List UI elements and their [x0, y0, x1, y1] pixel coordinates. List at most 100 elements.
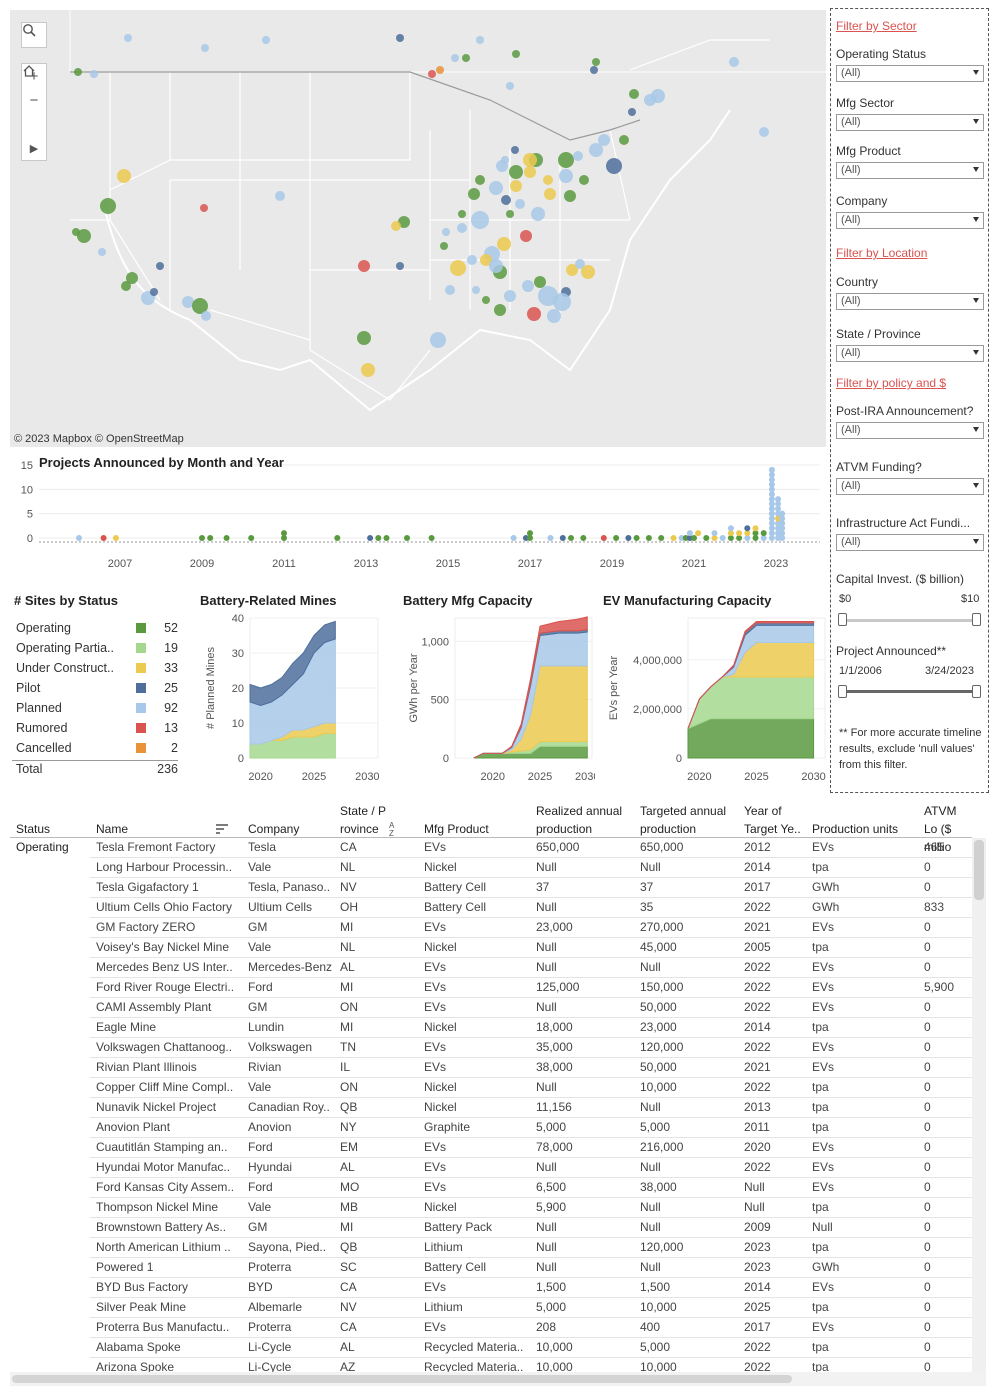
table-cell[interactable]: NL: [340, 860, 356, 874]
table-cell[interactable]: GM: [248, 1000, 268, 1014]
timeline-point[interactable]: [727, 530, 734, 537]
table-cell[interactable]: 6,500: [536, 1180, 567, 1194]
mfg-sector-select[interactable]: (All): [836, 114, 984, 131]
table-cell[interactable]: Null: [536, 1240, 557, 1254]
table-cell[interactable]: Recycled Materia..: [424, 1340, 524, 1354]
map-marker[interactable]: [598, 134, 610, 146]
table-cell[interactable]: 2013: [744, 1100, 771, 1114]
search-icon[interactable]: [22, 23, 46, 47]
map-marker[interactable]: [515, 199, 525, 209]
table-cell[interactable]: Copper Cliff Mine Compl..: [96, 1080, 234, 1094]
table-cell[interactable]: CA: [340, 1280, 357, 1294]
table-cell[interactable]: Li-Cycle: [248, 1340, 292, 1354]
table-cell[interactable]: Battery Cell: [424, 900, 487, 914]
mfg-product-select[interactable]: (All): [836, 162, 984, 179]
map-marker[interactable]: [182, 296, 194, 308]
table-cell[interactable]: 0: [924, 1120, 931, 1134]
table-cell[interactable]: Proterra Bus Manufactu..: [96, 1320, 230, 1334]
table-cell[interactable]: EVs: [424, 980, 447, 994]
col-header-status[interactable]: Status: [16, 822, 51, 836]
table-cell[interactable]: Lundin: [248, 1020, 285, 1034]
timeline-point[interactable]: [248, 535, 255, 541]
timeline-point[interactable]: [768, 530, 775, 537]
table-cell[interactable]: Sayona, Pied..: [248, 1240, 327, 1254]
timeline-point[interactable]: [775, 515, 782, 522]
map-marker[interactable]: [436, 66, 444, 74]
table-cell[interactable]: Tesla Fremont Factory: [96, 840, 216, 854]
timeline-point[interactable]: [775, 496, 782, 503]
map-marker[interactable]: [482, 296, 490, 304]
map-marker[interactable]: [200, 204, 208, 212]
table-cell[interactable]: 0: [924, 1060, 931, 1074]
table-cell[interactable]: GM: [248, 1220, 268, 1234]
timeline-point[interactable]: [527, 535, 533, 541]
table-cell[interactable]: Rivian Plant Illinois: [96, 1060, 197, 1074]
timeline-point[interactable]: [775, 520, 782, 527]
table-cell[interactable]: EVs: [424, 1140, 447, 1154]
map-marker[interactable]: [475, 175, 485, 185]
capital-slider-min-handle[interactable]: [838, 613, 847, 626]
table-cell[interactable]: IL: [340, 1060, 351, 1074]
status-row[interactable]: Operating 52: [12, 618, 178, 638]
table-cell[interactable]: AL: [340, 1340, 355, 1354]
table-cell[interactable]: Null: [536, 900, 557, 914]
table-cell[interactable]: 2022: [744, 1000, 771, 1014]
table-cell[interactable]: 400: [640, 1320, 661, 1334]
table-cell[interactable]: MO: [340, 1180, 360, 1194]
table-cell[interactable]: 2022: [744, 980, 771, 994]
timeline-point[interactable]: [522, 535, 529, 541]
table-cell[interactable]: 0: [924, 960, 931, 974]
timeline-point[interactable]: [768, 476, 775, 483]
map-marker[interactable]: [522, 280, 534, 292]
table-cell[interactable]: Recycled Materia..: [424, 1360, 524, 1372]
timeline-point[interactable]: [600, 535, 607, 541]
scroll-thumb[interactable]: [12, 1375, 792, 1383]
battery-mfg-plot[interactable]: 1,000 500 0 2020 2025 2030 GWh per Year: [403, 590, 600, 790]
table-cell[interactable]: 0: [924, 1100, 931, 1114]
map-marker[interactable]: [90, 70, 98, 78]
table-cell[interactable]: Null: [536, 1080, 557, 1094]
timeline-point[interactable]: [281, 535, 287, 541]
atvm-funding-select[interactable]: (All): [836, 478, 984, 495]
map-marker[interactable]: [606, 158, 622, 174]
table-cell[interactable]: 125,000: [536, 980, 580, 994]
map-marker[interactable]: [504, 290, 516, 302]
table-cell[interactable]: Graphite: [424, 1120, 471, 1134]
timeline-point[interactable]: [568, 535, 574, 541]
table-cell[interactable]: Null: [640, 1220, 661, 1234]
table-cell[interactable]: 216,000: [640, 1140, 684, 1154]
table-cell[interactable]: 10,000: [640, 1080, 677, 1094]
table-cell[interactable]: 1,500: [640, 1280, 671, 1294]
expand-toolbar-icon[interactable]: ▶: [29, 142, 39, 155]
table-cell[interactable]: 650,000: [640, 840, 684, 854]
map-marker[interactable]: [457, 223, 467, 233]
map-marker[interactable]: [520, 230, 532, 242]
table-cell[interactable]: NL: [340, 940, 356, 954]
post-ira-select[interactable]: (All): [836, 422, 984, 439]
map-marker[interactable]: [590, 66, 598, 74]
map-marker[interactable]: [506, 210, 514, 218]
map-marker[interactable]: [357, 331, 371, 345]
timeline-point[interactable]: [768, 491, 775, 498]
table-cell[interactable]: GWh: [812, 880, 840, 894]
project-map[interactable]: + − ▶ © 2023 Mapbox © OpenStreetMap: [10, 10, 826, 447]
map-marker[interactable]: [275, 191, 285, 201]
operating-status-select[interactable]: (All): [836, 65, 984, 82]
map-marker[interactable]: [511, 146, 519, 154]
map-marker[interactable]: [262, 36, 270, 44]
map-marker[interactable]: [74, 68, 82, 76]
table-cell[interactable]: Null: [536, 960, 557, 974]
table-cell[interactable]: 208: [536, 1320, 557, 1334]
table-cell[interactable]: 2023: [744, 1260, 771, 1274]
table-cell[interactable]: 37: [536, 880, 550, 894]
table-cell[interactable]: MI: [340, 1020, 354, 1034]
table-cell[interactable]: EVs: [424, 1180, 447, 1194]
timeline-point[interactable]: [752, 525, 759, 532]
map-marker[interactable]: [391, 221, 401, 231]
zoom-in-button[interactable]: +: [29, 67, 39, 85]
table-cell[interactable]: Null: [744, 1180, 765, 1194]
map-markers[interactable]: [72, 34, 769, 377]
table-cell[interactable]: OH: [340, 900, 358, 914]
map-marker[interactable]: [98, 248, 106, 256]
table-cell[interactable]: 10,000: [536, 1340, 573, 1354]
